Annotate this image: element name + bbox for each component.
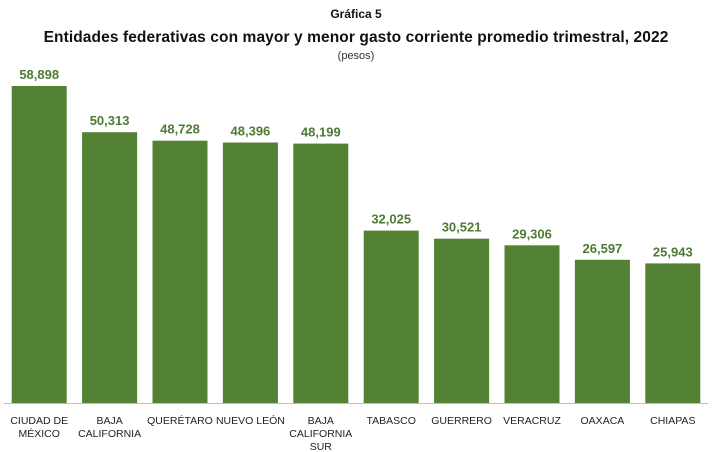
data-label-5: 32,025 [371, 212, 411, 227]
category-label-5: TABASCO [366, 415, 415, 427]
data-label-9: 25,943 [653, 244, 693, 259]
data-label-8: 26,597 [583, 241, 623, 256]
data-label-2: 48,728 [160, 122, 200, 137]
bar-0 [11, 86, 67, 403]
category-label-2: QUERÉTARO [147, 414, 213, 427]
category-label-8: OAXACA [581, 415, 625, 427]
category-label-7: VERACRUZ [503, 415, 561, 427]
bar-6 [434, 238, 490, 403]
data-label-6: 30,521 [442, 220, 482, 235]
chart-subtitle: (pesos) [337, 50, 375, 62]
category-label-9: CHIAPAS [650, 415, 695, 427]
chart-number: Gráfica 5 [330, 7, 382, 21]
data-label-7: 29,306 [512, 226, 552, 241]
category-label-0: CIUDAD DE MÉXICO [10, 415, 68, 440]
bar-4 [293, 143, 349, 403]
bar-1 [82, 132, 138, 403]
data-label-1: 50,313 [90, 113, 130, 128]
category-label-3: NUEVO LEÓN [216, 414, 285, 427]
category-label-4: BAJA CALIFORNIA SUR [289, 415, 352, 452]
category-label-6: GUERRERO [431, 415, 492, 427]
bar-2 [152, 140, 208, 403]
bar-3 [222, 142, 278, 403]
data-label-3: 48,396 [231, 124, 271, 139]
chart-title: Entidades federativas con mayor y menor … [43, 29, 669, 46]
data-label-0: 58,898 [19, 67, 59, 82]
bar-5 [363, 230, 419, 403]
bar-7 [504, 245, 560, 403]
category-label-1: BAJA CALIFORNIA [78, 415, 141, 440]
data-label-4: 48,199 [301, 125, 341, 140]
bar-9 [645, 263, 701, 403]
bar-8 [574, 259, 630, 403]
